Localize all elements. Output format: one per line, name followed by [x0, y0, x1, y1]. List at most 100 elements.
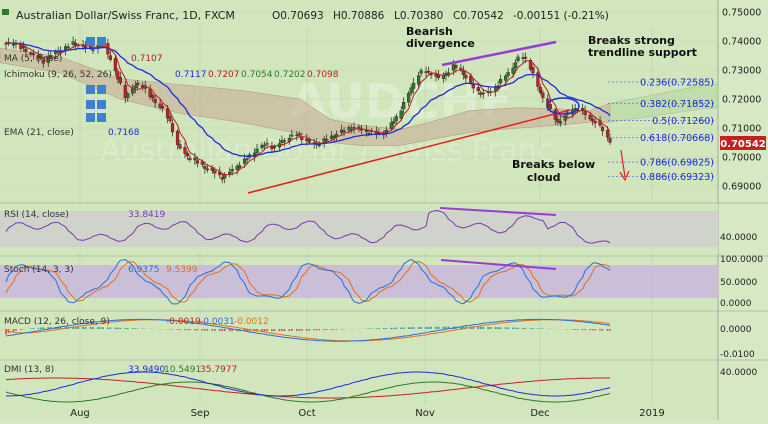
candle [158, 98, 162, 111]
indicator-settings-icon[interactable] [86, 37, 95, 46]
annotation-trendline-1: Breaks strong [588, 34, 675, 47]
candle [108, 50, 112, 62]
candle [513, 59, 518, 73]
macd-tick-0: 0.0000 [720, 325, 752, 335]
macd-v1: -0.0019 [166, 317, 201, 327]
price-tick: 0.74000 [722, 37, 761, 48]
macd-signal-line [5, 319, 611, 342]
candle [151, 93, 155, 102]
candle [426, 66, 431, 75]
candle [282, 137, 286, 147]
price-tick: 0.71000 [722, 124, 761, 135]
indicator-hide-icon[interactable] [97, 100, 106, 109]
candle [113, 55, 117, 76]
candle [531, 62, 535, 78]
ichimoku-v4: 0.7202 [274, 70, 306, 80]
candle [608, 133, 612, 145]
divergence-line-price [441, 40, 557, 67]
candle [133, 80, 137, 94]
candle [29, 50, 33, 57]
candle [573, 103, 577, 115]
rsi-tick: 40.0000 [720, 233, 757, 243]
ohlc-open: O0.70693 [272, 10, 324, 22]
dmi-adx-line [5, 377, 610, 399]
candle [558, 116, 562, 127]
annotation-bearish-1: Bearish [406, 25, 453, 38]
dmi-panel: DMI (13, 8) 33.9490 10.5491 35.7977 40.0… [0, 359, 768, 403]
price-tick: 0.72000 [722, 95, 761, 106]
candle [399, 106, 403, 122]
indicator-legend: MA (5, close) 0.7107 Ichimoku (9, 26, 52… [4, 37, 339, 138]
indicator-hide-icon[interactable] [97, 85, 106, 94]
time-tick: Sep [191, 408, 210, 419]
indicator-settings-icon[interactable] [86, 113, 95, 122]
candle [402, 97, 406, 115]
candle [528, 58, 533, 72]
candle [538, 83, 543, 96]
dmi-minus-line [6, 371, 611, 397]
candle [183, 142, 187, 159]
stoch-tick-100: 100.0000 [720, 255, 763, 265]
indicator-settings-icon[interactable] [86, 85, 95, 94]
candle [218, 166, 222, 179]
candle [238, 161, 242, 170]
macd-v3: -0.0012 [234, 317, 269, 327]
candle [556, 114, 560, 126]
stoch-k-line [5, 258, 611, 305]
candle [193, 152, 197, 166]
candle [419, 67, 423, 77]
candle [41, 57, 45, 69]
candle [83, 40, 88, 53]
candle [168, 111, 172, 124]
ohlc-high: H0.70886 [333, 10, 385, 22]
candle [220, 173, 224, 184]
time-tick: Nov [415, 408, 435, 419]
indicator-hide-icon[interactable] [97, 37, 106, 46]
fib-label: 0.382(0.71852) [640, 99, 714, 110]
stoch-d-value: 9.5399 [166, 265, 198, 275]
candle [210, 164, 214, 174]
candle [295, 130, 299, 141]
candle [412, 77, 416, 94]
price-tick: 0.73000 [722, 66, 761, 77]
dmi-label: DMI (13, 8) [4, 365, 54, 375]
candle [461, 65, 465, 80]
dmi-v1: 33.9490 [128, 365, 165, 375]
candle [392, 117, 396, 129]
annotation-cloud-1: Breaks below [512, 158, 595, 171]
candle [24, 44, 28, 57]
annotation-cloud-2: cloud [527, 171, 561, 184]
down-arrow-icon [619, 149, 630, 182]
price-tick: 0.75000 [722, 8, 761, 19]
dmi-v3: 35.7977 [200, 365, 237, 375]
macd-histogram [5, 326, 611, 335]
indicator-settings-icon[interactable] [86, 100, 95, 109]
collapse-icon[interactable] [2, 9, 9, 15]
candle [300, 132, 304, 145]
fib-label: 0.236(0.72585) [640, 78, 714, 89]
candle [178, 139, 182, 150]
rsi-panel: RSI (14, close) 33.8419 40.0000 [0, 202, 768, 253]
candle [118, 71, 122, 86]
divergence-line-rsi [439, 207, 557, 216]
candle [441, 72, 446, 83]
stoch-k-value: 6.9375 [128, 265, 160, 275]
indicator-hide-icon[interactable] [97, 113, 106, 122]
ichimoku-v2: 0.7207 [208, 70, 240, 80]
candle [394, 113, 398, 126]
fib-label: 0.786(0.69825) [640, 158, 714, 169]
time-tick: Dec [530, 408, 549, 419]
macd-v2: -0.0031 [200, 317, 235, 327]
dmi-tick: 40.0000 [720, 368, 757, 378]
candle [46, 51, 50, 68]
stoch-tick-0: 0.0000 [720, 299, 752, 309]
ma-label: MA (5, close) [4, 54, 62, 64]
fib-label: 0.618(0.70668) [640, 133, 714, 144]
fibonacci-levels: 0.236(0.72585) 0.382(0.71852) 0.5(0.71260)… [608, 78, 716, 183]
candle [536, 67, 540, 91]
ichimoku-v1: 0.7117 [175, 70, 207, 80]
ohlc-low: L0.70380 [394, 10, 443, 22]
candle [160, 103, 165, 113]
